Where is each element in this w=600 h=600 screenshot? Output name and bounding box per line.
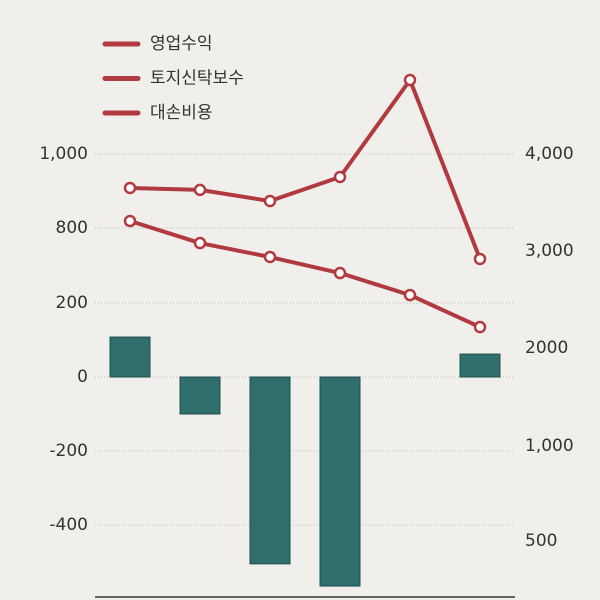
y-tick-label: 1,000 — [39, 144, 88, 164]
bar — [109, 336, 151, 378]
y-tick-label: 800 — [56, 218, 88, 238]
point — [333, 170, 347, 184]
y-tick-label: -200 — [49, 441, 88, 461]
point — [193, 236, 207, 250]
y2-tick-label: 1,000 — [525, 436, 574, 456]
bar — [459, 353, 501, 378]
point — [123, 181, 137, 195]
point — [263, 194, 277, 208]
y2-tick-label: 500 — [525, 531, 557, 551]
y2-tick-label: 3,000 — [525, 241, 574, 261]
y2-tick-label: 2000 — [525, 338, 568, 358]
point — [333, 266, 347, 280]
point — [193, 183, 207, 197]
bar — [319, 376, 361, 587]
y-tick-label: 200 — [56, 293, 88, 313]
point — [403, 73, 417, 87]
y-tick-label: -400 — [49, 515, 88, 535]
bar — [179, 376, 221, 415]
point — [123, 214, 137, 228]
y2-tick-label: 4,000 — [525, 144, 574, 164]
line — [129, 219, 481, 329]
point — [473, 320, 487, 334]
point — [403, 288, 417, 302]
legend-label: 토지신탁보수 — [150, 69, 244, 89]
y-tick-label: 0 — [77, 367, 88, 387]
line — [129, 77, 482, 260]
point — [473, 252, 487, 266]
legend-label: 영업수익 — [150, 34, 213, 54]
bar — [249, 376, 291, 565]
point — [263, 250, 277, 264]
legend-label: 대손비용 — [150, 103, 213, 123]
